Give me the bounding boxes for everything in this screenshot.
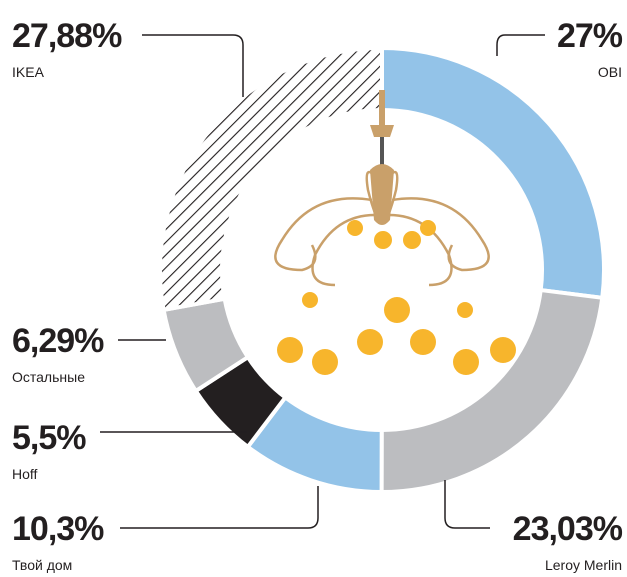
value-label: 23,03% [513, 510, 623, 548]
donut [158, 45, 606, 495]
donut-segment [380, 45, 606, 301]
leader-line [120, 486, 319, 529]
chandelier [274, 90, 516, 375]
category-label: Твой дом [12, 557, 72, 573]
leader-line [444, 480, 490, 529]
leader-line [496, 34, 545, 56]
value-label: 6,29% [12, 322, 104, 360]
value-label: 27,88% [12, 17, 122, 55]
category-label: OBI [598, 64, 622, 80]
category-label: Hoff [12, 466, 38, 482]
donut-segment [158, 45, 384, 313]
value-label: 10,3% [12, 510, 104, 548]
category-label: IKEA [12, 64, 45, 80]
value-label: 5,5% [12, 419, 86, 457]
category-label: Остальные [12, 369, 85, 385]
leader-line [142, 34, 244, 97]
donut-segment [379, 287, 605, 495]
value-label: 27% [557, 17, 623, 55]
category-label: Leroy Merlin [545, 557, 622, 573]
